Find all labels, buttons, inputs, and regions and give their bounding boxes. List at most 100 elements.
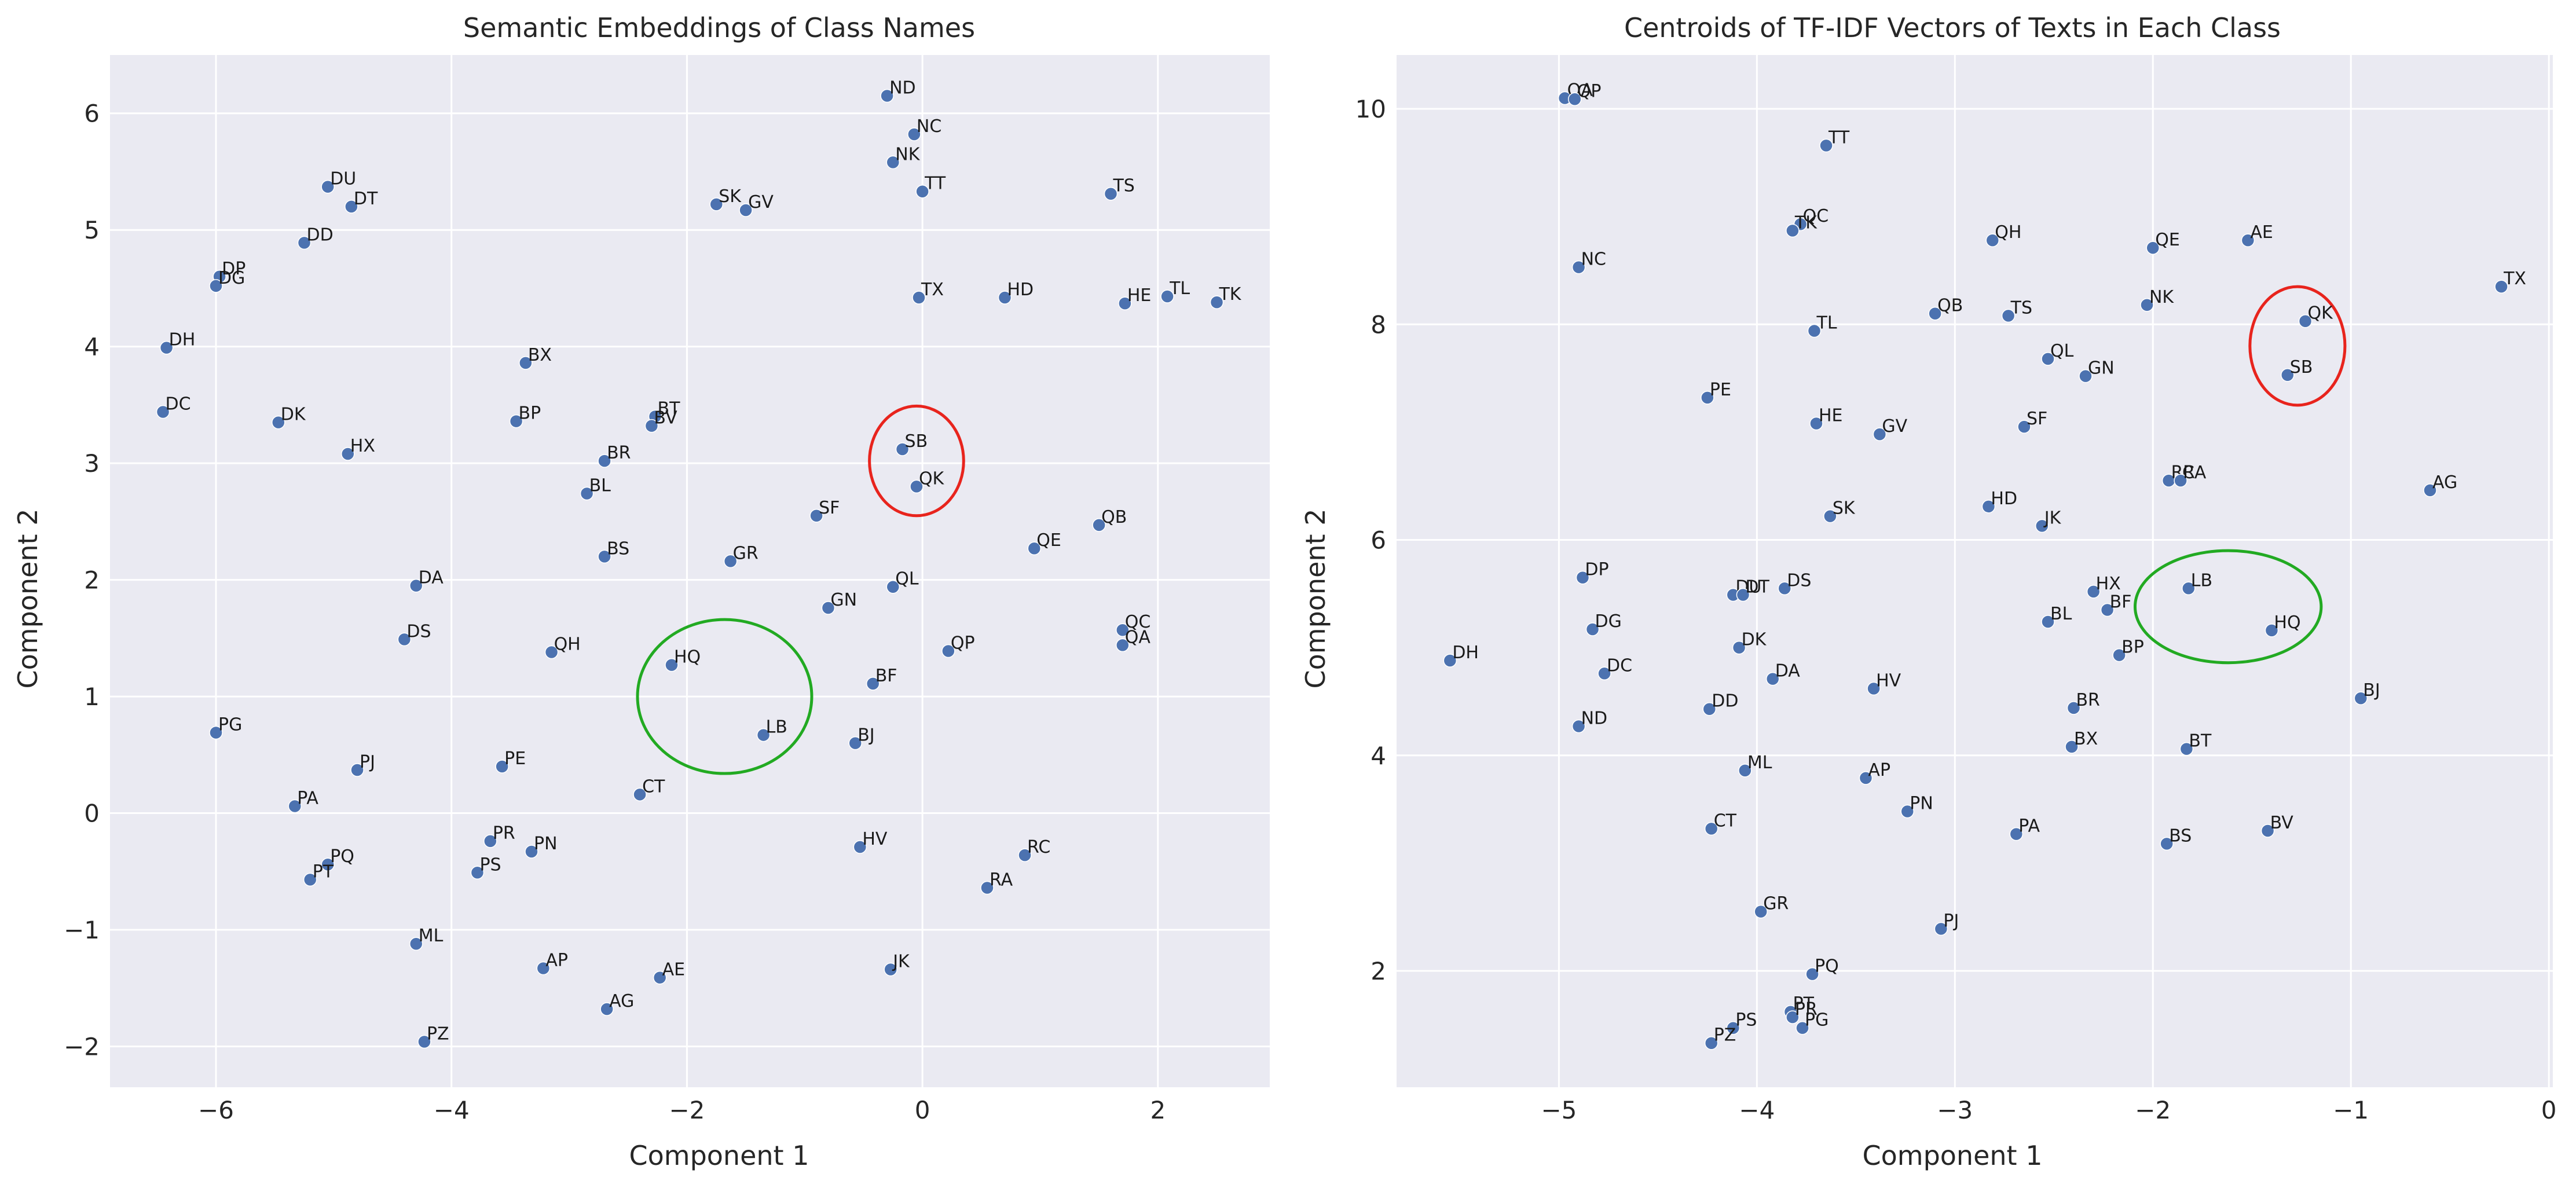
right-data-point (1873, 427, 1887, 441)
right-data-point (1568, 92, 1582, 107)
right-x-tick-label: −2 (2135, 1096, 2171, 1124)
left-data-point (495, 760, 509, 773)
left-data-point (866, 677, 880, 691)
right-data-point (1786, 1010, 1800, 1024)
right-data-point (1981, 500, 1996, 514)
right-point-label: DK (1742, 630, 1767, 650)
right-point-label: ML (1747, 753, 1772, 773)
left-data-point (910, 479, 924, 494)
left-data-point (297, 236, 312, 250)
right-y-tick-label: 2 (1371, 957, 1386, 985)
right-point-label: GV (1882, 416, 1907, 437)
left-point-label: QA (1125, 627, 1151, 647)
right-point-label: GN (2088, 358, 2115, 379)
left-data-point (644, 419, 659, 433)
right-y-axis-label: Component 2 (1300, 509, 1331, 689)
right-data-point (2298, 314, 2313, 328)
right-data-point (2241, 233, 2255, 247)
left-data-point (1092, 518, 1106, 532)
right-point-label: TS (2010, 298, 2032, 318)
right-data-point (2179, 742, 2194, 756)
left-y-tick-label: 6 (84, 100, 100, 128)
right-y-tick-label: 10 (1355, 95, 1386, 123)
left-data-point (397, 632, 412, 647)
left-data-point (525, 845, 538, 859)
right-point-label: QL (2050, 341, 2074, 361)
left-data-point (288, 799, 302, 813)
left-x-axis-label: Component 1 (629, 1140, 809, 1171)
left-data-point (1118, 296, 1132, 310)
right-data-point (1738, 764, 1752, 778)
right-data-point (1765, 672, 1780, 686)
left-point-label: HD (1007, 280, 1034, 300)
left-chart-title: Semantic Embeddings of Class Names (463, 12, 975, 43)
left-data-point (941, 644, 955, 658)
right-data-point (2260, 824, 2275, 838)
left-point-label: PQ (330, 846, 354, 867)
left-point-label: AP (545, 951, 568, 971)
right-point-label: BR (2076, 690, 2099, 710)
left-point-label: HQ (674, 647, 701, 668)
right-point-label: PN (1910, 794, 1933, 814)
left-point-label: QL (895, 569, 919, 589)
left-data-point (1116, 623, 1130, 637)
right-point-label: QE (2155, 230, 2180, 250)
left-y-tick-label: −2 (64, 1032, 100, 1061)
left-point-label: QH (554, 635, 581, 655)
right-data-point (2001, 309, 2016, 323)
left-y-tick-label: 1 (84, 683, 100, 711)
left-point-label: ML (419, 926, 444, 946)
left-point-label: DD (307, 225, 334, 245)
right-point-label: AE (2250, 222, 2273, 243)
left-data-point (1027, 541, 1042, 555)
left-point-label: GV (748, 192, 774, 212)
left-point-label: DS (406, 621, 431, 641)
left-point-label: DT (354, 189, 378, 209)
left-point-label: AE (662, 960, 685, 980)
left-point-label: PJ (360, 752, 375, 772)
right-x-tick-label: −3 (1937, 1096, 1973, 1124)
left-point-label: TS (1112, 176, 1134, 196)
right-point-label: BJ (2363, 680, 2380, 701)
right-data-point (2041, 352, 2055, 366)
right-x-tick-label: −4 (1739, 1096, 1775, 1124)
right-data-point (1807, 324, 1822, 338)
right-point-label: PE (1710, 380, 1731, 400)
left-point-label: NC (917, 116, 941, 137)
right-data-point (1934, 922, 1948, 936)
left-x-tick-label: −2 (669, 1096, 705, 1124)
right-data-point (1732, 640, 1746, 655)
left-data-point (1104, 186, 1118, 201)
left-y-tick-label: 0 (84, 800, 100, 828)
left-data-point (209, 725, 223, 740)
right-data-point (1985, 233, 2000, 247)
right-y-tick-label: 6 (1371, 526, 1386, 555)
right-point-label: PJ (1943, 911, 1959, 931)
left-data-point (159, 340, 174, 355)
left-point-label: RA (990, 870, 1013, 890)
right-data-point (2100, 603, 2115, 617)
left-data-point (470, 866, 485, 880)
left-data-point (907, 127, 921, 141)
right-point-label: NC (1581, 250, 1606, 270)
left-data-point (848, 736, 862, 750)
right-x-axis-label: Component 1 (1863, 1140, 2043, 1171)
left-data-point (809, 509, 823, 523)
left-data-point (600, 1002, 614, 1016)
left-x-tick-label: −4 (434, 1096, 470, 1124)
right-data-point (2160, 837, 2174, 851)
left-point-label: PR (493, 823, 515, 844)
right-data-point (1900, 804, 1914, 819)
left-data-point (509, 414, 523, 428)
left-data-point (633, 787, 647, 802)
right-data-point (1754, 904, 1768, 919)
right-data-point (2079, 369, 2093, 383)
left-point-label: BL (589, 476, 611, 496)
left-point-label: BF (875, 666, 897, 686)
left-data-point (345, 200, 358, 214)
right-point-label: DD (1712, 691, 1738, 712)
left-data-point (598, 454, 611, 468)
left-plot-area (110, 55, 1270, 1087)
left-y-tick-label: 2 (84, 566, 100, 595)
